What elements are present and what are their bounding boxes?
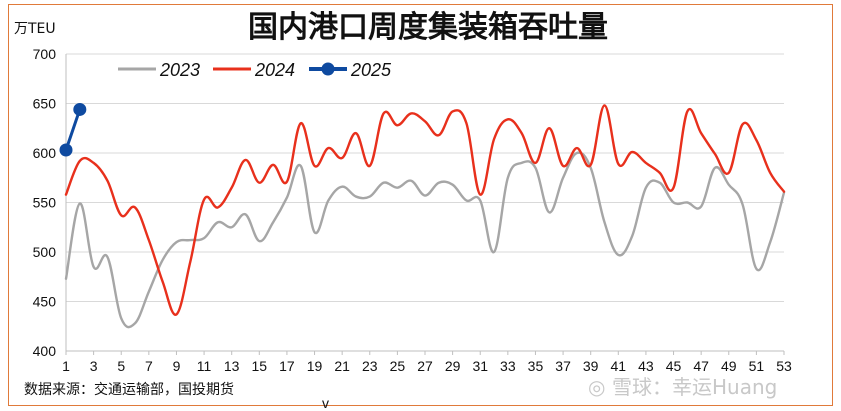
series-point-2025 <box>73 102 87 116</box>
y-tick-label: 550 <box>33 195 57 211</box>
x-tick-label: 1 <box>62 358 70 374</box>
y-axis-unit: 万TEU <box>14 21 56 37</box>
y-tick-label: 400 <box>33 343 57 359</box>
x-tick-label: 43 <box>638 358 654 374</box>
x-tick-label: 41 <box>611 358 627 374</box>
legend: 2023 2024 2025 <box>118 60 392 80</box>
x-tick-label: 23 <box>362 358 378 374</box>
x-tick-label: 29 <box>445 358 461 374</box>
x-tick-label: 3 <box>90 358 98 374</box>
x-tick-label: 11 <box>197 358 212 374</box>
x-tick-label: 45 <box>666 358 682 374</box>
x-tick-label: 9 <box>173 358 181 374</box>
x-tick-label: 37 <box>555 358 571 374</box>
x-tick-label: 35 <box>528 358 544 374</box>
chart-title: 国内港口周度集装箱吞吐量 <box>248 10 608 45</box>
x-tick-label: 19 <box>307 358 323 374</box>
x-tick-label: 21 <box>334 358 350 374</box>
x-tick-label: 31 <box>472 358 488 374</box>
source-note: 数据来源：交通运输部，国投期货 <box>24 381 234 398</box>
gridlines <box>66 53 784 302</box>
y-tick-labels: 400 450 500 550 600 650 700 <box>33 46 57 359</box>
x-tick-label: 15 <box>252 358 268 374</box>
x-axis-fragment: v <box>322 395 329 411</box>
series-point-2025 <box>59 143 73 157</box>
watermark: ◎ 雪球：幸运Huang <box>588 375 777 399</box>
x-tick-label: 5 <box>117 358 125 374</box>
x-tick-label: 39 <box>583 358 599 374</box>
y-tick-label: 600 <box>33 145 57 161</box>
x-tick-label: 13 <box>224 358 240 374</box>
y-tick-label: 650 <box>33 96 57 112</box>
x-tick-label: 49 <box>721 358 737 374</box>
watermark-text: 雪球：幸运Huang <box>612 375 777 399</box>
legend-label-2024: 2024 <box>254 60 295 80</box>
y-tick-label: 500 <box>33 244 57 260</box>
x-tick-label: 53 <box>776 358 792 374</box>
x-tick-labels: 1 3 5 7 9 11 13 15 17 19 21 23 25 27 29 31 33 35 37 39 41 43 4… <box>62 351 792 374</box>
y-tick-label: 700 <box>33 46 57 62</box>
x-tick-label: 25 <box>390 358 406 374</box>
series-lines <box>59 102 786 329</box>
x-tick-label: 27 <box>417 358 433 374</box>
legend-marker-2025 <box>321 62 335 76</box>
series-line-2023 <box>64 151 786 329</box>
legend-label-2023: 2023 <box>159 60 200 80</box>
watermark-icon: ◎ <box>588 375 605 399</box>
x-tick-label: 47 <box>693 358 709 374</box>
x-tick-label: 33 <box>500 358 516 374</box>
legend-label-2025: 2025 <box>350 60 392 80</box>
chart-frame <box>8 4 833 406</box>
y-tick-label: 450 <box>33 294 57 310</box>
series-line-2024 <box>64 104 786 316</box>
x-tick-label: 17 <box>279 358 295 374</box>
x-tick-label: 51 <box>749 358 765 374</box>
x-tick-label: 7 <box>145 358 153 374</box>
